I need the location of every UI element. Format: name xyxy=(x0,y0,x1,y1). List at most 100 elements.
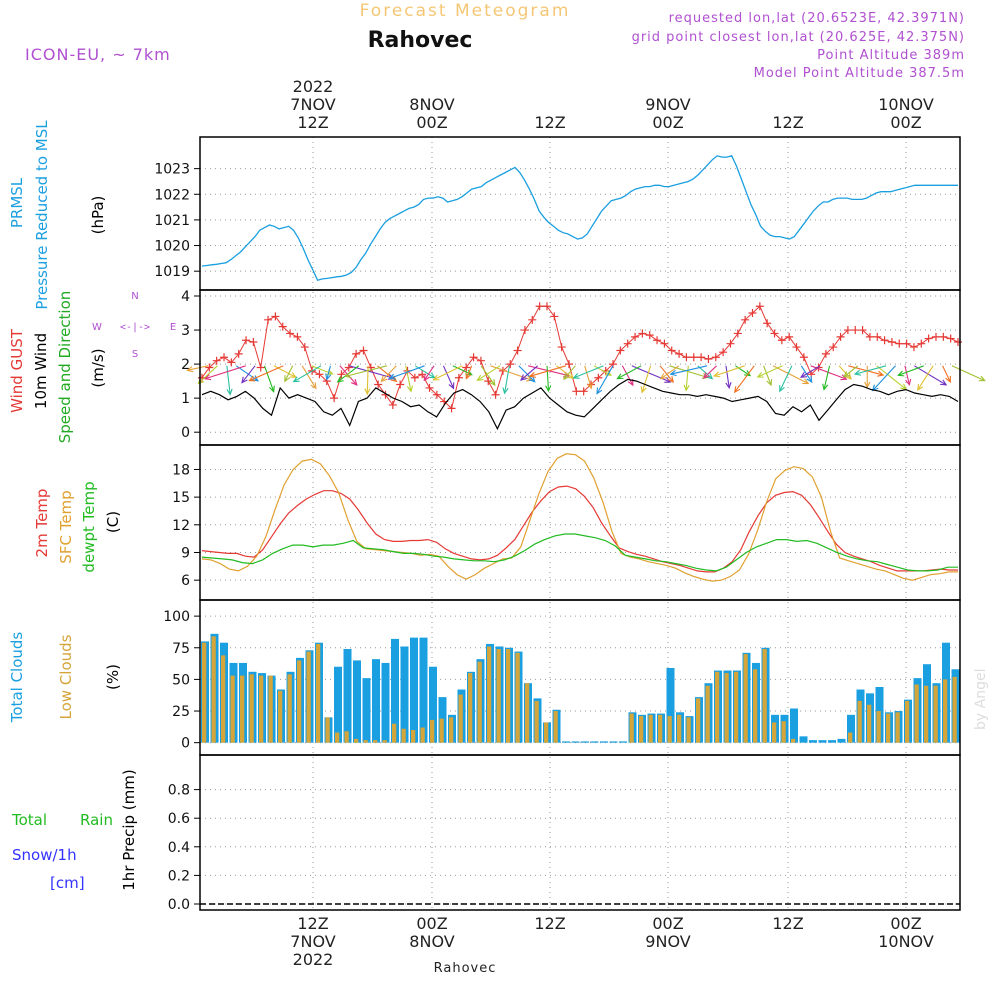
grid-layer xyxy=(200,137,960,910)
cloud-low-bar xyxy=(886,713,891,743)
wind-gust-marker xyxy=(682,353,691,362)
wind-arrow-head xyxy=(706,372,714,380)
panel-frame xyxy=(199,599,961,756)
top-time-date: 8NOV xyxy=(409,95,454,114)
panel-frame xyxy=(199,444,961,601)
wind-gust-marker xyxy=(520,326,529,335)
cloud-low-bar xyxy=(639,716,644,743)
y-tick-label: 75 xyxy=(172,641,190,657)
cloud-low-bar xyxy=(534,700,539,743)
compass-north: N xyxy=(131,291,138,302)
wind-direction-arrow xyxy=(480,365,496,386)
y-tick-label: 1021 xyxy=(154,213,190,229)
y-tick-label: 18 xyxy=(172,462,190,478)
compass-west: W xyxy=(92,322,102,333)
cloud-low-bar xyxy=(430,719,435,743)
top-time-year: 2022 xyxy=(293,77,334,96)
cloud-low-bar xyxy=(933,685,938,743)
wind-direction-arrow xyxy=(670,365,708,375)
wind-gust-marker xyxy=(286,329,295,338)
wind-direction-arrow xyxy=(204,365,246,380)
wind-gust-marker xyxy=(249,337,258,346)
wind-gust-marker xyxy=(616,346,625,355)
wind-arrow-head xyxy=(563,373,570,381)
y-tick-label: 0 xyxy=(181,736,190,752)
wind-arrow-head xyxy=(779,385,785,393)
cloud-low-bar xyxy=(762,649,767,743)
wind-direction-arrow xyxy=(914,365,947,386)
wind-direction-arrow xyxy=(389,365,425,379)
wind-arrow-head xyxy=(351,378,358,386)
wind-gust-marker xyxy=(256,363,265,372)
wind-gust-marker xyxy=(447,404,456,413)
wind-direction-arrow xyxy=(659,365,674,383)
wind-arrow-head xyxy=(627,379,634,387)
cloud-low-bar xyxy=(259,675,264,743)
wind-gust-marker xyxy=(432,390,441,399)
cloud-low-bar xyxy=(420,727,425,743)
wind-gust-marker xyxy=(711,353,720,362)
wind-gust-marker xyxy=(513,346,522,355)
y-tick-label: 15 xyxy=(172,490,190,506)
cloud-low-bar xyxy=(363,740,368,743)
cloud-total-bar xyxy=(809,740,817,743)
cloud-total-bar xyxy=(619,741,627,743)
wind-arrow-head xyxy=(380,375,388,383)
wind-gust-marker xyxy=(931,332,940,341)
wind-arrow-head xyxy=(683,384,690,392)
cloud-low-bar xyxy=(629,713,634,743)
pressure-label-prmsl: PRMSL xyxy=(8,177,26,228)
precip-label-rain: Rain xyxy=(80,811,113,829)
marks-layer xyxy=(186,155,986,905)
cloud-total-bar xyxy=(837,738,846,743)
y-tick-label: 12 xyxy=(172,518,190,534)
cloud-low-bar xyxy=(278,690,283,743)
wind-gust-marker xyxy=(410,373,419,382)
y-tick-label: 0.6 xyxy=(168,811,190,827)
wind-gust-marker xyxy=(836,332,845,341)
wind-arrow-head xyxy=(526,375,534,382)
wind-direction-arrow xyxy=(898,365,924,376)
temp-label-sfc: SFC Temp xyxy=(57,490,75,563)
cloud-low-bar xyxy=(734,671,739,743)
wind-gust-marker xyxy=(902,339,911,348)
wind-gust-marker xyxy=(887,337,896,346)
cloud-total-bar xyxy=(799,736,808,743)
y-tick-label: 100 xyxy=(163,609,190,625)
axes-layer xyxy=(194,168,200,905)
wind-gust-marker xyxy=(572,387,581,396)
cloud-total-bar xyxy=(600,741,608,743)
cloud-total-bar xyxy=(343,649,352,743)
y-tick-label: 3 xyxy=(181,323,190,339)
cloud-low-bar xyxy=(952,676,957,743)
cloud-total-bar xyxy=(410,637,418,743)
wind-direction-arrow xyxy=(241,365,256,383)
wind-arrow-head xyxy=(269,385,275,393)
wind-direction-arrow xyxy=(763,365,772,386)
top-time-date: 9NOV xyxy=(645,95,690,114)
wind-direction-arrow xyxy=(465,365,473,379)
wind-direction-arrow xyxy=(442,365,455,389)
wind-arrow-head xyxy=(945,375,951,384)
bottom-time-hour: 00Z xyxy=(652,914,683,933)
wind-direction-arrow xyxy=(904,365,910,385)
wind-arrow-head xyxy=(806,376,813,384)
wind-direction-arrow xyxy=(942,365,951,383)
clouds-unit: (%) xyxy=(104,664,122,690)
cloud-low-bar xyxy=(287,674,292,743)
wind-direction-arrow xyxy=(584,365,592,389)
y-tick-label: 0.8 xyxy=(168,783,190,799)
wind-arrow-head xyxy=(864,381,871,389)
cloud-low-bar xyxy=(791,738,796,743)
wind-arrow-head xyxy=(226,388,233,396)
wind-gust-marker xyxy=(550,312,559,321)
cloud-total-bar xyxy=(562,741,570,743)
wind-arrow-head xyxy=(528,371,536,378)
cloud-low-bar xyxy=(848,732,853,743)
wind-gust-marker xyxy=(755,302,764,311)
compass-east: E xyxy=(170,322,176,333)
wind-arrow-head xyxy=(241,376,248,384)
wind-gust-marker xyxy=(704,354,713,363)
panel-frame xyxy=(199,289,961,446)
